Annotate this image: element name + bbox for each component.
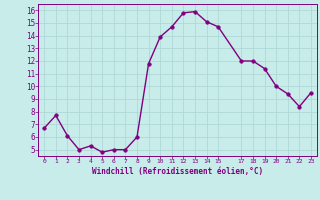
X-axis label: Windchill (Refroidissement éolien,°C): Windchill (Refroidissement éolien,°C) bbox=[92, 167, 263, 176]
